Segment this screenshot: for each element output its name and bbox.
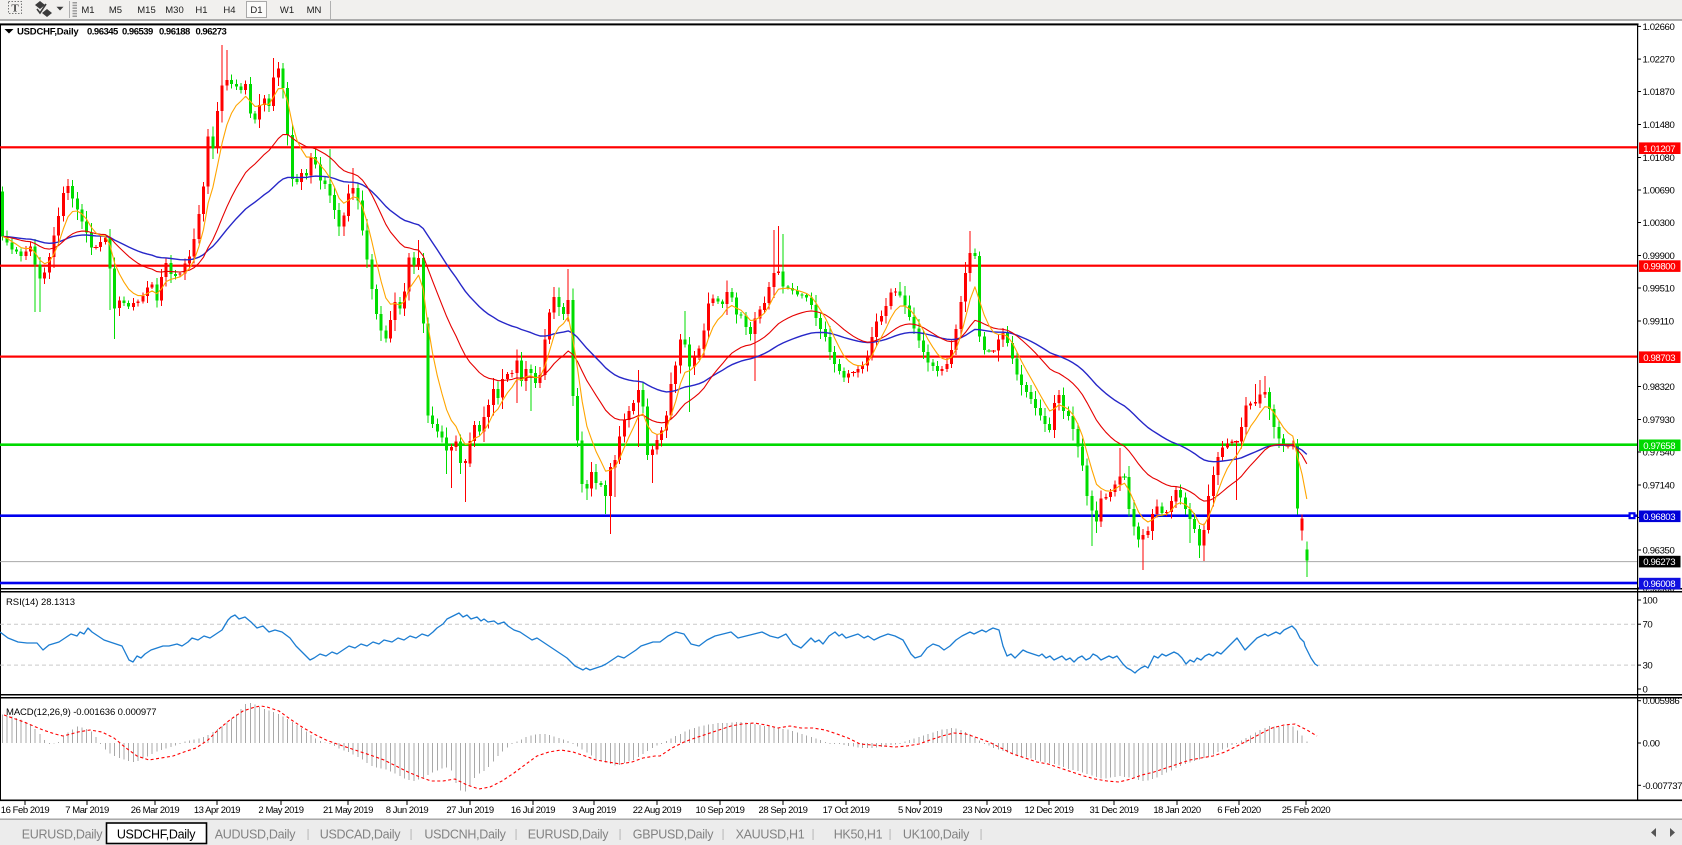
svg-text:16 Feb 2019: 16 Feb 2019 <box>1 805 50 816</box>
svg-text:USDCAD,Daily: USDCAD,Daily <box>320 828 401 842</box>
svg-text:EURUSD,Daily: EURUSD,Daily <box>22 828 103 842</box>
svg-text:1.01480: 1.01480 <box>1643 120 1675 131</box>
svg-text:USDCHF,Daily: USDCHF,Daily <box>17 27 79 38</box>
svg-text:|: | <box>721 827 724 841</box>
svg-text:1.02660: 1.02660 <box>1643 22 1675 33</box>
svg-text:5 Nov 2019: 5 Nov 2019 <box>898 805 942 816</box>
svg-text:RSI(14) 28.1313: RSI(14) 28.1313 <box>6 597 75 608</box>
svg-text:0.96273: 0.96273 <box>196 27 227 38</box>
svg-text:13 Apr 2019: 13 Apr 2019 <box>194 805 240 816</box>
svg-text:3 Aug 2019: 3 Aug 2019 <box>572 805 616 816</box>
svg-text:0: 0 <box>1643 685 1648 696</box>
svg-text:HK50,H1: HK50,H1 <box>834 828 883 842</box>
svg-text:100: 100 <box>1643 596 1658 607</box>
svg-text:|: | <box>618 827 621 841</box>
svg-text:16 Jul 2019: 16 Jul 2019 <box>511 805 555 816</box>
svg-text:EURUSD,Daily: EURUSD,Daily <box>528 828 609 842</box>
svg-text:0.96803: 0.96803 <box>1643 512 1675 523</box>
svg-text:MACD(12,26,9) -0.001636 0.0009: MACD(12,26,9) -0.001636 0.000977 <box>6 707 156 718</box>
svg-text:0.97658: 0.97658 <box>1643 441 1675 452</box>
svg-text:10 Sep 2019: 10 Sep 2019 <box>696 805 745 816</box>
svg-text:-0.007737: -0.007737 <box>1643 781 1682 792</box>
svg-text:1.01207: 1.01207 <box>1643 144 1675 155</box>
svg-text:GBPUSD,Daily: GBPUSD,Daily <box>633 828 714 842</box>
svg-text:|: | <box>888 827 891 841</box>
svg-text:12 Dec 2019: 12 Dec 2019 <box>1025 805 1074 816</box>
svg-text:17 Oct 2019: 17 Oct 2019 <box>823 805 870 816</box>
svg-text:0.99900: 0.99900 <box>1643 251 1675 262</box>
svg-text:0.96350: 0.96350 <box>1643 546 1675 557</box>
svg-text:0.97540: 0.97540 <box>1643 448 1675 459</box>
svg-text:UK100,Daily: UK100,Daily <box>903 828 970 842</box>
svg-text:31 Dec 2019: 31 Dec 2019 <box>1090 805 1139 816</box>
svg-text:0.98703: 0.98703 <box>1643 353 1675 364</box>
svg-text:|: | <box>811 827 814 841</box>
svg-text:0.99110: 0.99110 <box>1643 317 1674 328</box>
svg-text:0.99510: 0.99510 <box>1643 284 1675 295</box>
svg-text:27 Jun 2019: 27 Jun 2019 <box>446 805 494 816</box>
svg-text:26 Mar 2019: 26 Mar 2019 <box>131 805 180 816</box>
svg-text:25 Feb 2020: 25 Feb 2020 <box>1282 805 1331 816</box>
svg-text:22 Aug 2019: 22 Aug 2019 <box>633 805 682 816</box>
svg-text:0.96539: 0.96539 <box>122 27 153 38</box>
svg-text:M15: M15 <box>137 5 155 16</box>
svg-text:T: T <box>11 3 19 15</box>
svg-text:0.005986: 0.005986 <box>1643 696 1680 707</box>
svg-text:0.96188: 0.96188 <box>159 27 190 38</box>
svg-text:0.99800: 0.99800 <box>1643 262 1675 273</box>
svg-text:M1: M1 <box>81 5 94 16</box>
svg-text:|: | <box>979 827 982 841</box>
svg-text:D1: D1 <box>250 5 262 16</box>
svg-text:0.97930: 0.97930 <box>1643 415 1675 426</box>
svg-text:|: | <box>514 827 517 841</box>
svg-text:1.01870: 1.01870 <box>1643 87 1675 98</box>
svg-text:28 Sep 2019: 28 Sep 2019 <box>759 805 808 816</box>
svg-text:W1: W1 <box>280 5 294 16</box>
svg-text:0.97140: 0.97140 <box>1643 481 1675 492</box>
svg-text:1.02270: 1.02270 <box>1643 55 1675 66</box>
svg-text:USDCHF,Daily: USDCHF,Daily <box>117 828 196 842</box>
svg-text:|: | <box>409 827 412 841</box>
svg-text:0.00: 0.00 <box>1643 739 1660 750</box>
svg-text:21 May 2019: 21 May 2019 <box>323 805 373 816</box>
svg-text:0.96273: 0.96273 <box>1643 557 1675 568</box>
svg-text:M5: M5 <box>109 5 122 16</box>
svg-text:|: | <box>306 827 309 841</box>
svg-text:0.96345: 0.96345 <box>87 27 119 38</box>
svg-text:XAUUSD,H1: XAUUSD,H1 <box>736 828 805 842</box>
svg-text:18 Jan 2020: 18 Jan 2020 <box>1153 805 1201 816</box>
svg-text:0.98320: 0.98320 <box>1643 382 1675 393</box>
svg-text:70: 70 <box>1643 620 1653 631</box>
svg-text:30: 30 <box>1643 661 1653 672</box>
svg-text:8 Jun 2019: 8 Jun 2019 <box>386 805 429 816</box>
svg-text:23 Nov 2019: 23 Nov 2019 <box>963 805 1012 816</box>
svg-text:USDCNH,Daily: USDCNH,Daily <box>424 828 506 842</box>
svg-text:AUDUSD,Daily: AUDUSD,Daily <box>215 828 296 842</box>
svg-text:2 May 2019: 2 May 2019 <box>258 805 303 816</box>
svg-text:1.00300: 1.00300 <box>1643 218 1675 229</box>
svg-text:1.00690: 1.00690 <box>1643 186 1675 197</box>
svg-text:MN: MN <box>307 5 322 16</box>
svg-text:1.01080: 1.01080 <box>1643 153 1675 164</box>
svg-text:0.96008: 0.96008 <box>1643 579 1675 590</box>
svg-text:H4: H4 <box>223 5 235 16</box>
svg-text:7 Mar 2019: 7 Mar 2019 <box>65 805 109 816</box>
svg-text:H1: H1 <box>195 5 207 16</box>
svg-text:M30: M30 <box>165 5 183 16</box>
svg-text:6 Feb 2020: 6 Feb 2020 <box>1217 805 1261 816</box>
